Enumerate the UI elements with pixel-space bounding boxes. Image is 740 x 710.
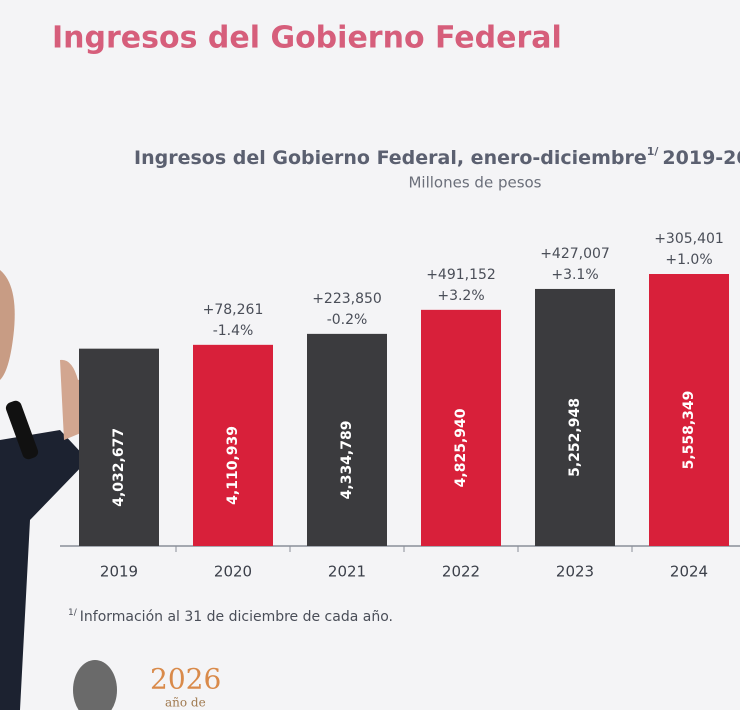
footnote-text: Información al 31 de diciembre de cada a…: [80, 609, 393, 625]
microphone: [5, 400, 39, 460]
bar: [649, 274, 729, 546]
change-label: +491,152: [426, 267, 496, 283]
change-pct-label: +3.2%: [437, 288, 484, 304]
slide-heading: Ingresos del Gobierno Federal: [52, 21, 562, 56]
change-pct-label: -1.4%: [213, 323, 254, 339]
footnote: 1/Información al 31 de diciembre de cada…: [68, 608, 393, 626]
value-label: 4,032,677: [111, 428, 127, 507]
logo-text: año de: [165, 696, 206, 710]
logo-year: 2026: [150, 663, 221, 696]
presenter-face: [0, 270, 15, 380]
x-tick-label: 2020: [214, 563, 252, 581]
x-tick-label: 2019: [100, 563, 138, 581]
bar: [421, 309, 501, 546]
title-main: Ingresos del Gobierno Federal, enero-dic…: [134, 147, 647, 169]
x-tick-label: 2023: [556, 563, 594, 581]
x-tick-label: 2024: [670, 563, 708, 581]
title-superscript: 1/: [647, 145, 660, 158]
value-label: 5,252,948: [567, 398, 583, 477]
bar: [193, 344, 273, 546]
value-label: 4,334,789: [339, 421, 355, 500]
change-label: +427,007: [540, 246, 610, 262]
change-pct-label: -0.2%: [327, 312, 368, 328]
chart-subtitle: Millones de pesos: [408, 174, 541, 192]
change-label: +223,850: [312, 291, 382, 307]
bar: [79, 348, 159, 546]
value-label: 5,558,349: [681, 391, 697, 470]
x-tick-label: 2021: [328, 563, 366, 581]
chart-title: Ingresos del Gobierno Federal, enero-dic…: [134, 145, 740, 169]
change-pct-label: +3.1%: [551, 267, 598, 283]
value-label: 4,110,939: [225, 426, 241, 505]
change-label: +78,261: [203, 302, 264, 318]
x-tick-label: 2022: [442, 563, 480, 581]
bar: [307, 333, 387, 546]
presenter-suit: [0, 430, 88, 710]
change-pct-label: +1.0%: [665, 252, 712, 268]
logo-portrait: [73, 660, 117, 710]
footnote-mark: 1/: [68, 608, 78, 618]
value-label: 4,825,940: [453, 408, 469, 487]
title-period: 2019-2024: [662, 147, 740, 169]
bar: [535, 288, 615, 546]
change-label: +305,401: [654, 231, 724, 247]
